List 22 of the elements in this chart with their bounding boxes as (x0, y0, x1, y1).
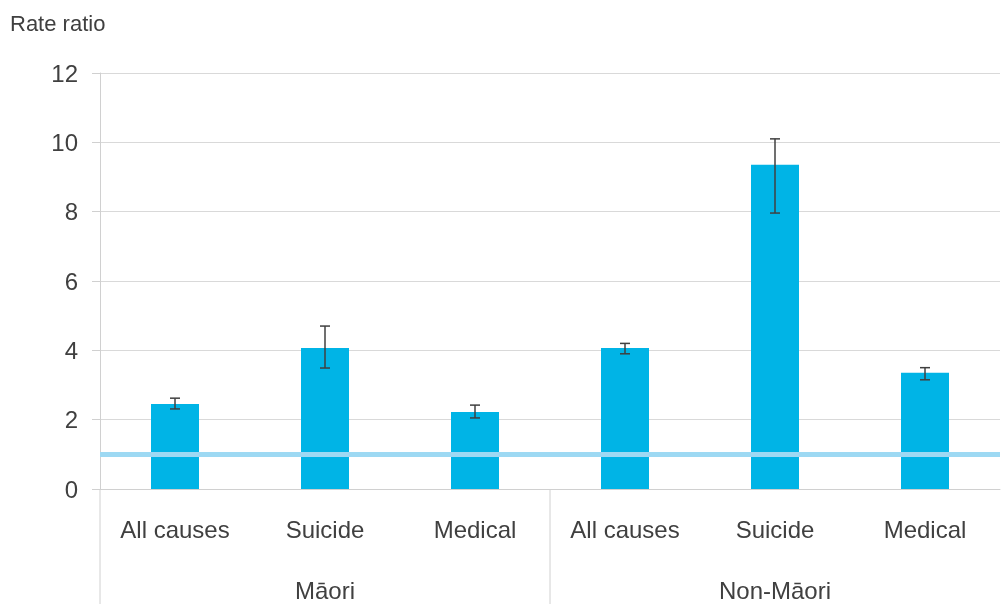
bar (751, 164, 799, 489)
y-tick-label: 10 (51, 128, 78, 156)
y-axis-title: Rate ratio (10, 10, 106, 36)
x-tick-label: Medical (883, 515, 967, 543)
text: Non-Māori (718, 576, 832, 604)
y-tick-label: 8 (64, 198, 78, 226)
y-tick-label: 2 (64, 406, 78, 434)
y-tick-label: 6 (64, 267, 78, 295)
y-tick-label: 12 (51, 59, 78, 87)
bar (601, 347, 649, 489)
bar (151, 404, 199, 489)
x-tick-label: Medical (433, 515, 517, 543)
x-tick-label: Suicide (735, 515, 815, 543)
bar (301, 347, 349, 489)
x-tick-label: Suicide (285, 515, 365, 543)
bar (901, 372, 949, 489)
y-tick-label: 4 (64, 336, 78, 364)
x-tick-label: All causes (570, 515, 680, 543)
text: Māori (294, 576, 356, 604)
x-tick-label: All causes (120, 515, 230, 543)
bar (451, 412, 499, 489)
y-tick-label: 0 (64, 475, 78, 503)
